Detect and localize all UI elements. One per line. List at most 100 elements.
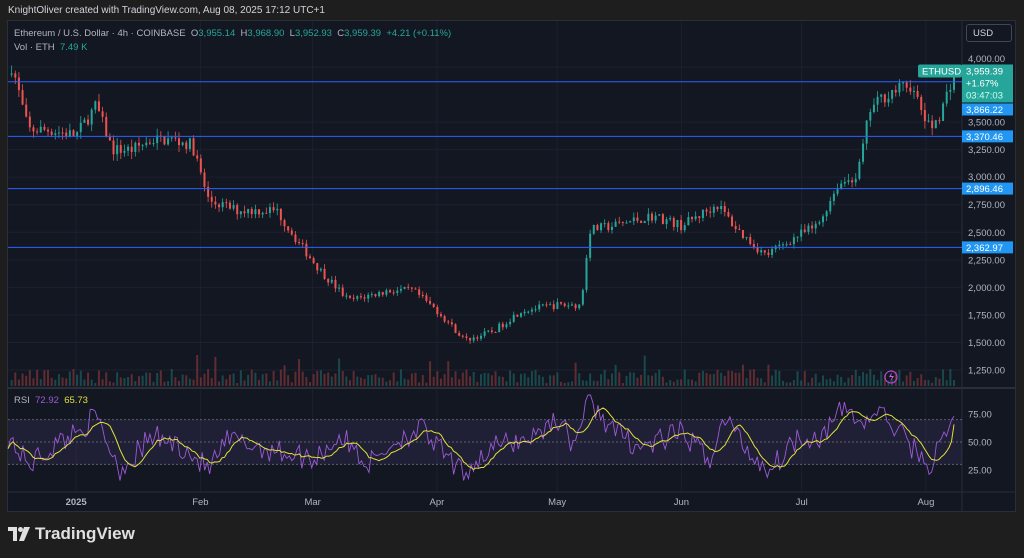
candle-body: [949, 89, 952, 92]
volume-bar: [596, 380, 599, 386]
candle-body: [745, 237, 748, 239]
volume-bar: [661, 376, 664, 386]
candle-body: [851, 180, 854, 183]
candle-body: [647, 213, 650, 221]
volume-bar: [425, 382, 428, 386]
volume-bar: [436, 371, 439, 386]
tradingview-logo[interactable]: TradingView: [8, 524, 135, 544]
volume-bar: [560, 381, 563, 386]
time-axis-tick: Jul: [796, 497, 808, 508]
volume-bar: [738, 372, 741, 386]
volume-bar: [534, 369, 537, 386]
candle-body: [316, 263, 319, 271]
candle-body: [818, 222, 821, 224]
candle-body: [207, 186, 210, 197]
volume-bar: [225, 379, 228, 386]
volume-bar: [923, 380, 926, 386]
candle-body: [610, 226, 613, 231]
volume-bar: [94, 382, 97, 386]
volume-bar: [680, 379, 683, 386]
price-axis-tick: 2,250.00: [968, 255, 1005, 266]
candle-body: [741, 230, 744, 239]
volume-bar: [927, 379, 930, 386]
volume-bar: [178, 380, 181, 386]
volume-bar: [811, 377, 814, 386]
candle-body: [167, 138, 170, 145]
candle-body: [509, 321, 512, 325]
candle-body: [570, 304, 573, 306]
volume-bar: [28, 370, 31, 386]
volume-bar: [79, 370, 82, 386]
volume-bar: [214, 356, 217, 386]
candle-body: [505, 324, 508, 328]
candle-body: [727, 212, 730, 217]
volume-bar: [254, 372, 257, 386]
candle-body: [447, 321, 450, 323]
volume-bar: [501, 376, 504, 386]
candle-body: [771, 248, 774, 255]
candle-body: [32, 127, 35, 132]
volume-bar: [749, 369, 752, 386]
candle-body: [880, 94, 883, 97]
volume-bar: [552, 375, 555, 386]
volume-bar: [21, 373, 24, 386]
volume-bar: [720, 372, 723, 386]
candle-body: [87, 119, 90, 125]
volume-bar: [105, 372, 108, 386]
volume-bar: [43, 370, 46, 386]
candle-body: [931, 120, 934, 129]
volume-bar: [272, 370, 275, 386]
alert-icon-bolt: [889, 372, 894, 382]
volume-bar: [10, 380, 13, 386]
candle-body: [105, 116, 108, 138]
volume-bar: [101, 379, 104, 386]
volume-bar: [822, 375, 825, 386]
volume-bar: [814, 373, 817, 386]
volume-bar: [17, 379, 20, 386]
volume-bar: [341, 370, 344, 386]
level-price-label-bg: [962, 241, 1013, 254]
volume-bar: [767, 364, 770, 386]
volume-bar: [301, 371, 304, 386]
volume-bar: [465, 369, 468, 386]
candle-body: [760, 250, 763, 253]
volume-bar: [174, 377, 177, 386]
candle-body: [516, 314, 519, 317]
volume-bar: [705, 372, 708, 386]
volume-bar: [454, 371, 457, 386]
candle-body: [79, 122, 82, 133]
volume-bar: [872, 374, 875, 386]
candle-body: [701, 209, 704, 218]
volume-bar: [585, 380, 588, 386]
candle-body: [119, 145, 122, 153]
volume-bar: [669, 380, 672, 386]
candle-body: [661, 214, 664, 225]
volume-bar: [858, 376, 861, 386]
volume-bar: [479, 374, 482, 386]
currency-button[interactable]: USD: [966, 24, 1012, 42]
volume-bar: [458, 379, 461, 386]
volume-bar: [87, 372, 90, 386]
candle-body: [319, 268, 322, 271]
volume-bar: [698, 372, 701, 386]
price-axis-tick: 3,250.00: [968, 145, 1005, 156]
chart-frame[interactable]: [7, 20, 1016, 512]
volume-bar: [807, 382, 810, 386]
volume-bar: [654, 372, 657, 386]
candle-body: [141, 145, 144, 147]
candle-body: [418, 289, 421, 296]
candle-body: [123, 150, 126, 153]
volume-bar: [156, 372, 159, 386]
candle-body: [174, 137, 177, 139]
volume-bar: [836, 374, 839, 386]
volume-bar: [68, 371, 71, 386]
candle-body: [414, 288, 417, 290]
volume-bar: [483, 372, 486, 386]
candle-body: [556, 302, 559, 309]
volume-bar: [949, 369, 952, 386]
volume-bar: [392, 372, 395, 386]
candle-body: [534, 309, 537, 311]
candle-body: [47, 129, 50, 132]
candle-body: [792, 237, 795, 245]
